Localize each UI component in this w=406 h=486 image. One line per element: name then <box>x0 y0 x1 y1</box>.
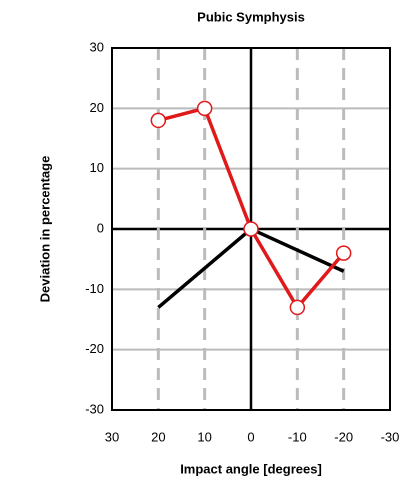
x-tick-label: 30 <box>105 429 119 444</box>
y-tick-label: 30 <box>90 39 104 54</box>
y-tick-label: -10 <box>85 281 104 296</box>
marker <box>150 112 167 129</box>
marker <box>335 245 352 261</box>
x-tick-label: -10 <box>288 429 307 444</box>
y-tick-label: 10 <box>90 160 104 175</box>
y-tick-label: 0 <box>97 220 104 235</box>
x-tick-label: -20 <box>334 429 353 444</box>
x-tick-label: -30 <box>381 429 400 444</box>
y-tick-label: -20 <box>85 341 104 356</box>
x-tick-label: 10 <box>197 429 211 444</box>
marker <box>243 221 259 237</box>
marker <box>289 299 306 316</box>
marker <box>196 100 213 117</box>
y-axis-label: Deviation in percentage <box>37 156 52 303</box>
y-tick-label: 20 <box>90 100 104 115</box>
x-tick-label: 0 <box>247 429 254 444</box>
x-tick-label: 20 <box>151 429 165 444</box>
y-tick-label: -30 <box>85 401 104 416</box>
x-axis-label: Impact angle [degrees] <box>180 461 322 476</box>
plot-frame <box>111 47 391 411</box>
chart-title: Pubic Symphysis <box>197 9 305 24</box>
